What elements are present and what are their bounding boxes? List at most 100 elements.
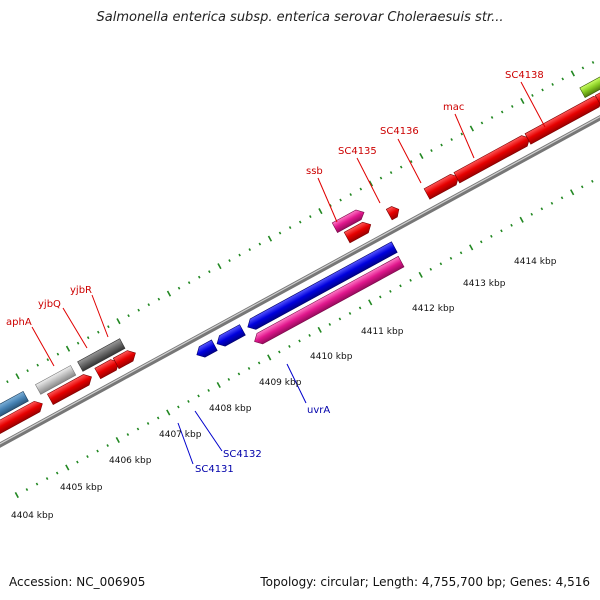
outer-ruler-tick: [6, 380, 9, 384]
inner-ruler-tick: [328, 322, 332, 326]
label-yjbQ[interactable]: yjbQ: [38, 299, 61, 310]
label-ssb[interactable]: ssb: [306, 166, 323, 177]
inner-ruler-tick: [267, 354, 272, 361]
outer-ruler-tick: [389, 171, 393, 174]
inner-ruler-tick: [14, 492, 19, 499]
outer-ruler-tick: [36, 363, 39, 367]
inner-ruler-tick: [76, 460, 79, 464]
kbp-label-4414: 4414 kbp: [514, 257, 557, 267]
inner-ruler-tick: [389, 289, 392, 293]
outer-ruler-tick: [157, 297, 161, 301]
gene-gray-aphA[interactable]: [35, 365, 77, 395]
inner-ruler-tick: [156, 416, 160, 420]
inner-ruler-tick: [368, 299, 373, 306]
outer-ruler-tick: [65, 345, 71, 352]
label-aphA[interactable]: aphA: [6, 317, 32, 328]
outer-ruler-tick: [288, 226, 292, 230]
inner-ruler-tick: [591, 179, 594, 183]
gene-blue-long[interactable]: [245, 241, 398, 332]
outer-ruler-tick: [238, 253, 241, 257]
inner-ruler-tick: [469, 244, 474, 251]
inner-ruler-tick: [216, 381, 221, 388]
outer-ruler-tick: [480, 121, 484, 125]
inner-ruler-tick: [55, 471, 59, 475]
forward-gene-labels: aphA yjbQ yjbR ssb SC4135 SC4136 mac SC4…: [6, 70, 546, 367]
gene-blue-sc4132[interactable]: [214, 324, 246, 349]
gene-green-sc4138[interactable]: [579, 50, 600, 98]
gene-red-sc4135[interactable]: [385, 204, 401, 221]
outer-ruler-tick: [76, 341, 80, 345]
outer-ruler-tick: [531, 94, 534, 97]
kbp-label-4409: 4409 kbp: [259, 378, 302, 388]
gene-red-mac[interactable]: [453, 133, 533, 184]
gene-red-sc4136[interactable]: [423, 171, 461, 200]
gene-pink-ssb[interactable]: [331, 207, 366, 233]
label-mac[interactable]: mac: [443, 102, 464, 113]
leader-uvrA: [286, 363, 307, 404]
gene-red-5[interactable]: [524, 93, 600, 145]
inner-ruler-tick: [550, 201, 554, 205]
outer-ruler-tick: [490, 116, 494, 119]
kbp-label-4404: 4404 kbp: [11, 511, 54, 521]
label-sc4131[interactable]: SC4131: [195, 464, 234, 475]
leader-ssb: [317, 177, 338, 223]
outer-ruler-tick: [541, 88, 544, 92]
outer-ruler-tick: [177, 286, 181, 290]
inner-ruler-tick: [45, 477, 49, 480]
label-sc4135[interactable]: SC4135: [338, 146, 377, 157]
inner-ruler-tick: [409, 278, 412, 282]
ruler-labels: 4404 kbp 4405 kbp 4406 kbp 4407 kbp 4408…: [11, 257, 557, 521]
inner-ruler-tick: [449, 256, 453, 260]
outer-ruler-tick: [379, 176, 383, 180]
outer-ruler-tick: [116, 318, 121, 325]
leader-mac: [454, 113, 475, 159]
gene-red-ssb[interactable]: [343, 219, 373, 244]
gene-steel-blue[interactable]: [0, 390, 29, 429]
outer-ruler-tick: [127, 314, 130, 318]
outer-ruler-tick: [510, 105, 514, 108]
kbp-label-4405: 4405 kbp: [60, 483, 103, 493]
inner-ruler-tick: [580, 185, 584, 189]
outer-ruler-tick: [267, 235, 273, 242]
gene-blue-sc4131[interactable]: [194, 339, 218, 360]
reverse-gene-labels: SC4131 SC4132 uvrA: [177, 363, 330, 475]
outer-ruler-tick: [197, 275, 201, 279]
inner-ruler-tick: [126, 433, 130, 436]
gene-red-4[interactable]: [112, 348, 138, 370]
label-sc4132[interactable]: SC4132: [223, 449, 262, 460]
inner-ruler-tick: [429, 267, 433, 271]
leader-aphA: [31, 326, 55, 367]
inner-ruler-tick: [35, 482, 39, 486]
outer-ruler-tick: [551, 83, 554, 86]
inner-ruler-tick: [459, 251, 463, 255]
label-uvrA[interactable]: uvrA: [307, 405, 330, 416]
outer-ruler-tick: [248, 248, 252, 252]
outer-ruler-tick: [469, 125, 475, 132]
inner-ruler-tick: [25, 488, 29, 491]
gene-red-1[interactable]: [0, 398, 45, 442]
label-yjbR[interactable]: yjbR: [70, 285, 92, 296]
outer-ruler-tick: [309, 215, 312, 219]
label-sc4136[interactable]: SC4136: [380, 126, 419, 137]
outer-ruler-tick: [359, 187, 363, 191]
gene-pink-uvrA[interactable]: [252, 255, 405, 346]
outer-ruler-tick: [591, 61, 595, 64]
outer-ruler: [6, 61, 595, 384]
inner-ruler-tick: [510, 223, 513, 227]
genome-backbone: [0, 97, 600, 458]
label-sc4138[interactable]: SC4138: [505, 70, 544, 81]
kbp-label-4407: 4407 kbp: [159, 430, 202, 440]
gene-red-2[interactable]: [47, 372, 94, 406]
outer-ruler-tick: [581, 66, 585, 70]
inner-ruler-tick: [207, 389, 210, 392]
inner-ruler-tick: [237, 372, 241, 376]
inner-ruler-tick: [106, 444, 109, 447]
inner-ruler-tick: [570, 189, 575, 196]
gene-dark-gray-yjbR[interactable]: [77, 338, 126, 372]
inner-ruler-tick: [115, 436, 120, 444]
accession-text: Accession: NC_006905: [9, 575, 146, 589]
inner-ruler-tick: [439, 262, 443, 266]
inner-ruler-tick: [500, 229, 503, 233]
outer-ruler-tick: [570, 70, 575, 77]
outer-ruler-tick: [208, 270, 211, 274]
